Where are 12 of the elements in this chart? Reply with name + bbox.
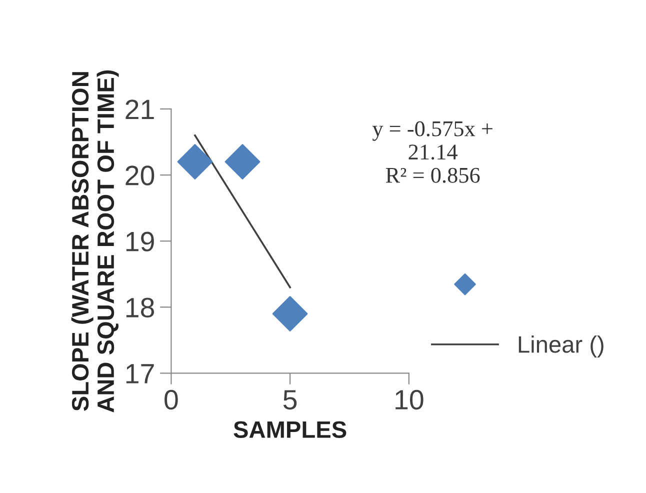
annotation: y = -0.575x + 21.14 R² = 0.856	[372, 121, 492, 183]
y-tick-label: 20	[126, 166, 154, 186]
legend-label: Linear ()	[518, 336, 604, 358]
x-tick-label: 0	[164, 390, 178, 410]
y-tick-label: 17	[126, 364, 154, 384]
x-tick-label: 5	[283, 390, 297, 410]
y-tick-label: 18	[126, 298, 154, 318]
y-tick-label: 21	[126, 100, 154, 120]
y-axis-title: SLOPE (WATER ABSORPTION AND SQUARE ROOT OF TIME)	[71, 70, 119, 412]
x-axis-title: SAMPLES	[234, 421, 346, 438]
x-tick-label: 10	[396, 390, 424, 410]
y-tick-label: 19	[126, 232, 154, 252]
